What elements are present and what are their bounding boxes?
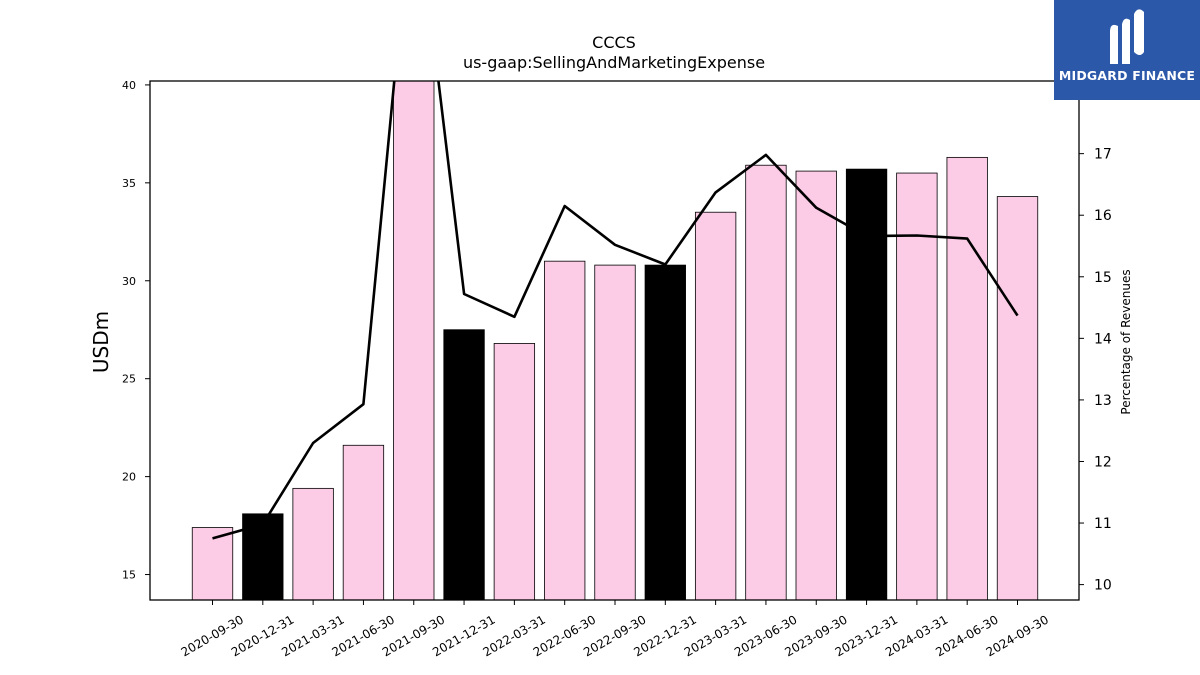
bar-2021-09-30 — [393, 81, 435, 600]
bar-2022-09-30 — [594, 264, 636, 600]
percentage-line — [212, 81, 1019, 540]
y-tick-label: 40 — [122, 79, 136, 92]
bar-2023-03-31 — [694, 211, 737, 600]
bar-2024-09-30 — [996, 196, 1039, 600]
bar-2024-03-31 — [896, 172, 938, 600]
y2-tick-label: 16 — [1094, 208, 1112, 224]
chart-title: CCCS — [592, 33, 636, 52]
bar-2021-06-30 — [342, 444, 385, 600]
y2-tick-label: 11 — [1094, 516, 1112, 532]
y2-tick-label: 17 — [1094, 147, 1112, 163]
y2-tick-label: 12 — [1094, 454, 1112, 470]
midgard-m-logo-icon — [1110, 9, 1144, 65]
bar-2024-06-30 — [946, 156, 988, 600]
bar-2023-12-31 — [845, 168, 888, 600]
y2-tick-label: 13 — [1094, 393, 1112, 409]
line-layer — [212, 81, 1019, 540]
y-tick-label: 15 — [122, 569, 136, 582]
bar-2021-12-31 — [443, 329, 485, 600]
bar-2022-12-31 — [644, 264, 686, 600]
bar-2022-06-30 — [544, 260, 586, 600]
y2-tick-label: 14 — [1094, 331, 1112, 347]
bar-2023-06-30 — [745, 164, 787, 600]
bar-2020-09-30 — [191, 527, 234, 600]
y2-tick-label: 10 — [1094, 578, 1112, 594]
y-tick-label: 35 — [122, 177, 136, 190]
logo-text: MIDGARD FINANCE — [1058, 68, 1196, 83]
y-axis-label: USDm — [89, 311, 113, 373]
y-tick-label: 30 — [122, 275, 136, 288]
y-tick-label: 25 — [122, 373, 136, 386]
bar-2021-03-31 — [292, 487, 334, 600]
bar-2022-03-31 — [493, 343, 536, 600]
bar-2023-09-30 — [795, 170, 837, 600]
y2-axis-label: Percentage of Revenues — [1119, 269, 1133, 414]
chart-subtitle: us-gaap:SellingAndMarketingExpense — [463, 53, 765, 72]
y2-tick-label: 15 — [1094, 270, 1112, 286]
logo-badge: MIDGARD FINANCE — [1054, 0, 1200, 100]
y-tick-label: 20 — [122, 471, 136, 484]
bars-layer — [191, 81, 1039, 600]
bar-2020-12-31 — [242, 513, 284, 600]
